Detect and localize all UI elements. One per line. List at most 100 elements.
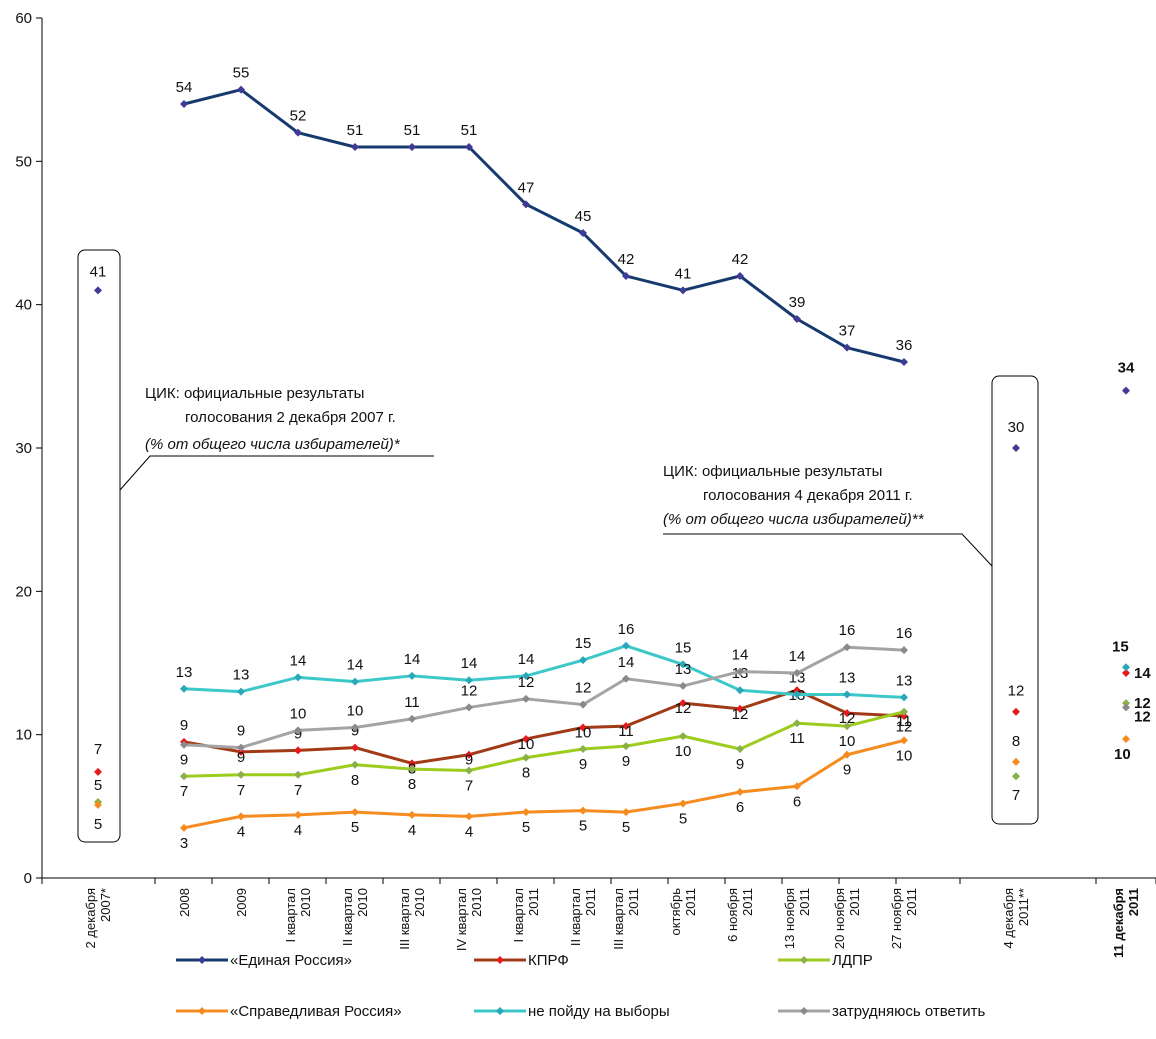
data-point bbox=[843, 709, 851, 718]
data-point bbox=[900, 358, 908, 366]
data-label: 7 bbox=[237, 782, 245, 799]
data-label: 52 bbox=[290, 108, 307, 125]
data-label: 10 bbox=[575, 725, 592, 742]
x-tick-label-group: II квартал 2011 bbox=[568, 888, 598, 946]
x-tick-label: 2011** bbox=[1016, 888, 1031, 926]
x-tick-label: 2011 bbox=[626, 888, 641, 916]
data-label: 13 bbox=[839, 670, 856, 687]
data-point bbox=[679, 699, 687, 708]
data-label: 41 bbox=[90, 263, 107, 280]
data-label: 11 bbox=[896, 713, 912, 730]
annotation-text: ЦИК: официальные результаты bbox=[663, 463, 882, 480]
data-point bbox=[294, 810, 302, 819]
data-point bbox=[465, 143, 473, 151]
x-tick-label-group: III квартал 2010 bbox=[397, 888, 427, 950]
data-label: 11 bbox=[404, 694, 420, 711]
data-point bbox=[736, 704, 744, 713]
data-label: 6 bbox=[793, 793, 801, 810]
data-point bbox=[579, 806, 587, 815]
y-tick-label: 40 bbox=[15, 297, 32, 314]
data-point bbox=[294, 128, 302, 137]
data-point bbox=[622, 722, 630, 731]
x-tick-label-group: I квартал 2010 bbox=[283, 888, 313, 942]
data-point bbox=[465, 766, 473, 775]
x-tick-label: 2011 bbox=[526, 888, 541, 916]
y-tick-label: 10 bbox=[15, 727, 32, 744]
data-label: 14 bbox=[404, 651, 421, 668]
data-label: 14 bbox=[347, 657, 364, 674]
data-label: 45 bbox=[575, 208, 592, 225]
data-label: 5 bbox=[679, 810, 687, 827]
data-point bbox=[465, 812, 473, 821]
y-tick-label: 20 bbox=[15, 583, 32, 600]
legend-marker bbox=[198, 1007, 206, 1015]
data-label: 15 bbox=[1112, 638, 1129, 655]
data-label: 15 bbox=[575, 635, 592, 652]
data-label: 7 bbox=[1012, 787, 1020, 804]
data-label: 10 bbox=[347, 703, 364, 720]
data-point bbox=[900, 646, 908, 655]
data-label: 9 bbox=[180, 717, 188, 734]
data-point bbox=[351, 743, 359, 752]
data-label: 7 bbox=[180, 783, 188, 800]
x-tick-label: октябрь bbox=[668, 888, 683, 936]
data-point bbox=[622, 674, 630, 683]
legend-label: затрудняюсь ответить bbox=[832, 1003, 985, 1020]
data-point bbox=[793, 315, 801, 323]
data-point bbox=[1012, 772, 1020, 781]
data-point bbox=[1122, 669, 1130, 678]
data-point bbox=[294, 673, 302, 682]
data-point bbox=[1012, 757, 1020, 766]
data-point bbox=[408, 810, 416, 819]
data-point bbox=[465, 750, 473, 759]
x-tick-label: 27 ноября bbox=[889, 888, 904, 949]
series-line bbox=[183, 738, 905, 830]
data-label: 9 bbox=[180, 752, 188, 769]
legend-marker bbox=[496, 956, 504, 964]
legend-marker bbox=[800, 956, 808, 964]
data-point bbox=[180, 740, 188, 749]
data-point bbox=[408, 671, 416, 680]
data-label: 12 bbox=[1134, 695, 1151, 712]
data-point bbox=[622, 272, 630, 280]
data-point bbox=[1122, 699, 1130, 708]
data-label: 10 bbox=[896, 747, 913, 764]
data-label: 5 bbox=[351, 819, 359, 836]
data-label: 14 bbox=[518, 651, 535, 668]
data-label: 12 bbox=[1008, 683, 1025, 700]
data-point bbox=[793, 686, 801, 695]
x-tick-label: II квартал bbox=[340, 888, 355, 946]
x-tick-label: 2010 bbox=[412, 888, 427, 917]
data-label: 51 bbox=[461, 122, 478, 139]
data-point bbox=[1122, 703, 1130, 712]
data-label: 12 bbox=[518, 674, 535, 691]
data-label: 7 bbox=[94, 741, 102, 758]
data-label: 5 bbox=[579, 818, 587, 835]
data-label: 12 bbox=[732, 706, 749, 723]
data-label: 12 bbox=[896, 719, 913, 736]
data-point bbox=[793, 669, 801, 678]
legend-label: «Единая Россия» bbox=[230, 952, 352, 969]
data-point bbox=[679, 660, 687, 669]
data-label: 10 bbox=[1114, 746, 1131, 763]
data-label: 9 bbox=[622, 753, 630, 770]
x-tick-label: 2011 bbox=[797, 888, 812, 916]
data-point bbox=[522, 753, 530, 762]
x-tick-label-group: 13 ноября 2011 bbox=[782, 888, 812, 949]
data-label: 14 bbox=[618, 654, 635, 671]
data-point bbox=[351, 808, 359, 817]
data-point bbox=[900, 736, 908, 745]
data-point bbox=[351, 677, 359, 686]
y-tick-label: 30 bbox=[15, 440, 32, 457]
data-point bbox=[294, 726, 302, 735]
data-point bbox=[522, 694, 530, 703]
x-tick-label: 2010 bbox=[469, 888, 484, 917]
data-point bbox=[579, 745, 587, 753]
y-tick-label: 0 bbox=[24, 870, 32, 887]
x-tick-label: 2011 bbox=[683, 888, 698, 916]
x-tick-label: 4 декабря bbox=[1001, 888, 1016, 948]
data-label: 8 bbox=[1012, 733, 1020, 750]
x-tick-label: 2011 bbox=[847, 888, 862, 916]
